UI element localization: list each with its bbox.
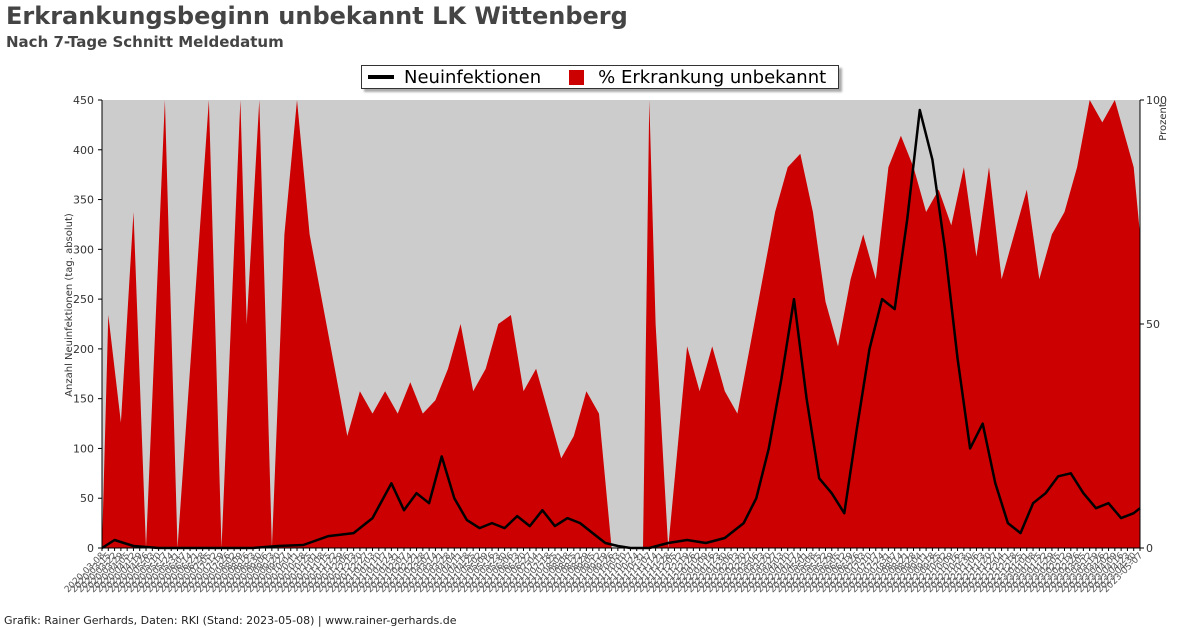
legend-item-cases: Neuinfektionen: [362, 67, 541, 88]
y-tick-label: 400: [73, 144, 94, 157]
y-tick-label: 300: [73, 243, 94, 256]
chart-title: Erkrankungsbeginn unbekannt LK Wittenber…: [6, 2, 628, 30]
y-tick-label: 100: [73, 442, 94, 455]
y2-tick-label: 0: [1146, 542, 1153, 555]
cases-line-layer: [101, 108, 1141, 550]
legend-item-percent: % Erkrankung unbekannt: [541, 67, 826, 88]
y2-tick-label: 100: [1146, 94, 1167, 107]
percent-unknown-area: [102, 100, 1140, 548]
legend: Neuinfektionen % Erkrankung unbekannt: [361, 65, 839, 89]
y-tick-label: 150: [73, 393, 94, 406]
right-y-ticks: 0 50 100: [1140, 94, 1167, 555]
chart-subtitle: Nach 7-Tage Schnitt Meldedatum: [6, 33, 284, 51]
cases-line: [101, 108, 1141, 550]
left-y-ticks: 0 50 100 150 200 250 300 350 400 450: [73, 94, 102, 555]
y2-tick-label: 50: [1146, 318, 1160, 331]
y-tick-label: 0: [87, 542, 94, 555]
y2-axis-label: Prozent: [1158, 103, 1169, 141]
y-tick-label: 200: [73, 343, 94, 356]
percent-area-layer: [102, 100, 1140, 548]
y-tick-label: 50: [80, 492, 94, 505]
y-tick-label: 250: [73, 293, 94, 306]
footer-credit: Grafik: Rainer Gerhards, Daten: RKI (Sta…: [4, 614, 457, 627]
legend-label-percent: % Erkrankung unbekannt: [598, 66, 827, 88]
y-tick-label: 350: [73, 194, 94, 207]
legend-label-cases: Neuinfektionen: [404, 66, 542, 88]
y-tick-label: 450: [73, 94, 94, 107]
legend-line-swatch: [368, 75, 394, 79]
y-axis-label: Anzahl Neuinfektionen (tag. absolut): [64, 213, 75, 397]
x-ticks: 2020-03-082020-03-152020-03-222020-03-29…: [63, 548, 1145, 595]
legend-box-swatch: [569, 69, 585, 85]
